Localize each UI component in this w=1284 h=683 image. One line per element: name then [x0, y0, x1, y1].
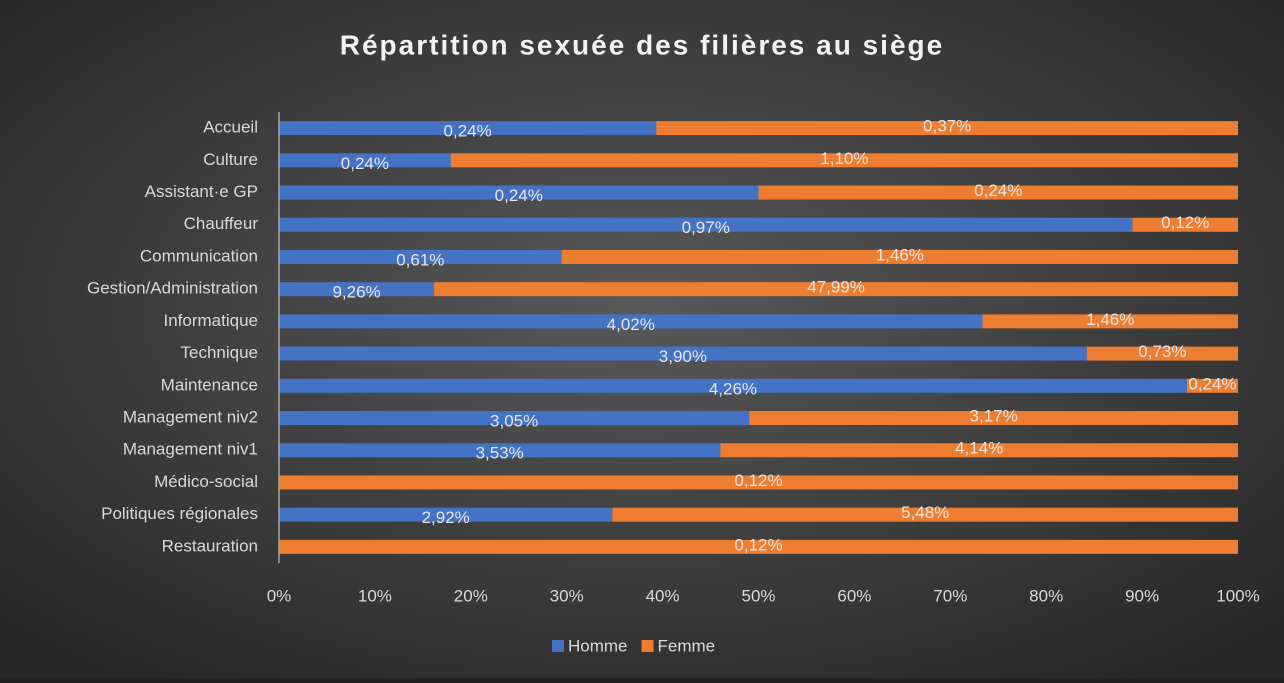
- bar-segment: [982, 314, 1238, 329]
- x-tick-label: 70%: [933, 586, 967, 605]
- bar-segment: [279, 314, 983, 329]
- bar-segment: [1186, 378, 1238, 393]
- y-tick-label: Restauration: [162, 536, 258, 555]
- bar-segment: [720, 443, 1238, 458]
- y-tick-label: Accueil: [203, 118, 258, 137]
- data-label: 0,37%: [923, 117, 971, 136]
- data-label: 0,24%: [1188, 374, 1236, 393]
- x-tick-label: 60%: [837, 586, 871, 605]
- data-label: 0,12%: [734, 471, 782, 490]
- data-label: 5,48%: [901, 503, 949, 522]
- bar-segment: [279, 217, 1133, 232]
- data-label: 3,53%: [476, 444, 524, 463]
- x-tick-label: 100%: [1216, 586, 1259, 605]
- bar-segment: [279, 378, 1187, 393]
- x-tick-label: 30%: [550, 586, 584, 605]
- data-label: 47,99%: [807, 278, 865, 297]
- bar-segment: [279, 153, 451, 168]
- legend-label: Femme: [658, 636, 716, 655]
- legend-swatch: [641, 640, 654, 652]
- x-tick-label: 20%: [454, 586, 488, 605]
- data-label: 4,02%: [607, 315, 655, 334]
- bar-segment: [279, 249, 562, 264]
- data-label: 0,12%: [1161, 213, 1209, 232]
- data-label: 0,61%: [396, 250, 444, 269]
- data-label: 0,73%: [1138, 342, 1186, 361]
- bar-segment: [450, 153, 1238, 168]
- data-label: 0,24%: [444, 122, 492, 141]
- data-label: 1,10%: [820, 149, 868, 168]
- data-label: 4,14%: [955, 439, 1003, 458]
- bar-segment: [279, 185, 759, 200]
- y-tick-label: Management niv2: [123, 408, 258, 427]
- bar-segment: [612, 507, 1238, 522]
- bar-segment: [279, 121, 657, 136]
- data-label: 0,12%: [734, 535, 782, 554]
- bar-segment: [279, 475, 1238, 490]
- data-label: 3,17%: [970, 407, 1018, 426]
- bar-segment: [749, 411, 1238, 426]
- legend-swatch: [552, 640, 564, 652]
- y-tick-label: Technique: [180, 343, 258, 362]
- y-tick-label: Culture: [203, 150, 258, 169]
- x-tick-label: 50%: [741, 586, 775, 605]
- data-label: 2,92%: [422, 508, 470, 527]
- data-label: 4,26%: [709, 379, 757, 398]
- bar-segment: [561, 249, 1238, 264]
- y-tick-label: Chauffeur: [184, 214, 259, 233]
- bar-segment: [656, 121, 1238, 136]
- legend-label: Homme: [568, 636, 628, 655]
- chart-title: Répartition sexuée des filières au siège: [340, 29, 944, 60]
- data-label: 3,05%: [490, 412, 538, 431]
- x-tick-label: 10%: [358, 586, 392, 605]
- data-label: 0,24%: [495, 186, 543, 205]
- y-tick-label: Communication: [140, 246, 258, 265]
- x-tick-label: 40%: [646, 586, 680, 605]
- bar-segment: [758, 185, 1238, 200]
- y-tick-label: Médico-social: [154, 472, 258, 491]
- bar-segment: [279, 282, 435, 297]
- y-tick-label: Maintenance: [161, 375, 258, 394]
- data-label: 0,24%: [341, 154, 389, 173]
- bar-segment: [1086, 346, 1238, 361]
- data-label: 1,46%: [1086, 310, 1134, 329]
- x-tick-label: 90%: [1125, 586, 1159, 605]
- y-tick-label: Management niv1: [123, 440, 258, 459]
- y-tick-label: Informatique: [164, 311, 259, 330]
- y-tick-label: Politiques régionales: [101, 504, 258, 523]
- y-tick-label: Gestion/Administration: [87, 279, 258, 298]
- y-tick-label: Assistant·e GP: [145, 182, 258, 201]
- bar-segment: [279, 346, 1087, 361]
- bar-segment: [434, 282, 1238, 297]
- data-label: 9,26%: [332, 283, 380, 302]
- bar-segment: [279, 507, 613, 522]
- data-label: 0,97%: [682, 218, 730, 237]
- data-label: 3,90%: [659, 347, 707, 366]
- data-label: 1,46%: [876, 245, 924, 264]
- x-tick-label: 0%: [267, 586, 292, 605]
- x-tick-label: 80%: [1029, 586, 1063, 605]
- data-label: 0,24%: [974, 181, 1022, 200]
- bar-segment: [279, 539, 1238, 554]
- bar-segment: [279, 411, 750, 426]
- bar-segment: [1132, 217, 1238, 232]
- bar-segment: [279, 443, 721, 458]
